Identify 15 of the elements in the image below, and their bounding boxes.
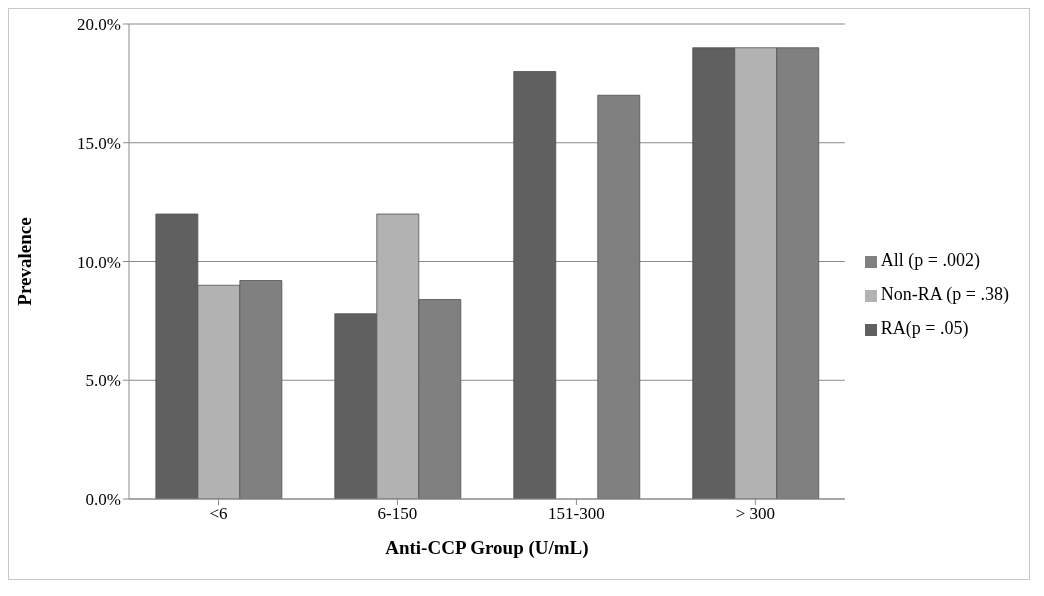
legend-label: All (p = .002) xyxy=(880,250,980,270)
legend-label: Non-RA (p = .38) xyxy=(880,284,1009,304)
x-axis-title: Anti-CCP Group (U/mL) xyxy=(385,537,589,559)
bar xyxy=(513,71,557,499)
legend-label: RA(p = .05) xyxy=(880,318,969,338)
y-tick-label: 10.0% xyxy=(77,252,121,272)
x-tick-label: <6 xyxy=(209,504,228,524)
x-tick-label: 6-150 xyxy=(377,504,418,524)
y-axis-title: Prevalence xyxy=(13,217,35,306)
y-tick-label: 0.0% xyxy=(85,490,121,510)
y-tick-label: 15.0% xyxy=(77,133,121,153)
x-tick-label: > 300 xyxy=(735,504,776,524)
x-tick-label: 151-300 xyxy=(548,504,605,524)
y-tick-label: 5.0% xyxy=(85,371,121,391)
y-tick-label: 20.0% xyxy=(77,15,121,35)
